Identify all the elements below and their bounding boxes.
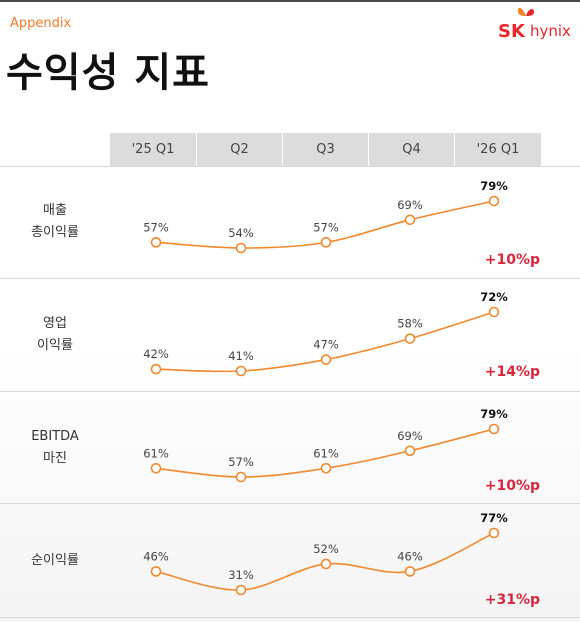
col-header-3: Q3 <box>283 133 368 166</box>
data-point <box>235 471 247 483</box>
data-point <box>488 195 500 207</box>
row-divider <box>0 391 580 392</box>
butterfly-logo-icon <box>517 7 534 16</box>
top-border <box>0 0 580 2</box>
change-label: +31%p <box>485 592 540 608</box>
row-label-line: 매출 <box>43 203 67 218</box>
data-point <box>404 566 416 577</box>
col-header-4: Q4 <box>369 133 454 166</box>
data-label: 46% <box>143 549 169 563</box>
data-point <box>235 584 247 596</box>
col-header-5: '26 Q1 <box>455 133 541 166</box>
row-divider <box>0 617 580 618</box>
data-point <box>150 566 162 577</box>
data-label: 42% <box>143 347 169 361</box>
data-label: 58% <box>397 317 423 331</box>
data-label: 54% <box>228 226 254 240</box>
page-title: 수익성 지표 <box>6 50 210 96</box>
data-point <box>150 237 162 248</box>
data-point <box>235 242 247 254</box>
sk-hynix-logo: SK hynix <box>498 4 578 44</box>
data-point <box>320 354 332 365</box>
row-label-line: EBITDA <box>31 429 79 444</box>
data-label: 52% <box>313 542 339 556</box>
data-label: 31% <box>228 568 254 582</box>
data-point <box>488 527 500 539</box>
data-point <box>404 445 416 457</box>
data-label: 41% <box>228 349 254 363</box>
row-label-line: 총이익률 <box>31 225 79 240</box>
change-label: +14%p <box>485 364 540 380</box>
row-divider <box>0 166 580 167</box>
data-point <box>150 462 162 474</box>
data-point <box>235 365 247 377</box>
data-label: 61% <box>313 446 339 460</box>
change-label: +10%p <box>485 478 540 494</box>
data-label: 79% <box>480 407 508 421</box>
data-point <box>404 333 416 344</box>
row-label-line: 순이익률 <box>31 553 79 568</box>
data-label: 72% <box>480 290 508 304</box>
data-label: 57% <box>228 455 254 469</box>
data-point <box>320 462 332 474</box>
row-divider <box>0 278 580 279</box>
data-point <box>320 558 332 570</box>
data-label: 79% <box>480 179 508 193</box>
data-label: 47% <box>313 338 339 352</box>
row-label-line: 영업 <box>43 316 67 331</box>
row-label-ebitda-margin: EBITDA 마진 <box>0 426 110 470</box>
data-label: 57% <box>143 220 169 234</box>
data-point <box>488 423 500 435</box>
logo-sk-text: SK <box>498 21 525 42</box>
data-label: 57% <box>313 220 339 234</box>
data-point <box>488 306 500 318</box>
logo-hynix-text: hynix <box>530 22 571 40</box>
row-label-line: 마진 <box>43 451 67 466</box>
row-divider <box>0 503 580 504</box>
data-label: 69% <box>397 429 423 443</box>
change-label: +10%p <box>485 252 540 268</box>
col-header-1: '25 Q1 <box>110 133 196 166</box>
section-label: Appendix <box>10 16 72 31</box>
data-label: 69% <box>397 198 423 212</box>
data-point <box>320 237 332 248</box>
data-label: 61% <box>143 446 169 460</box>
row-label-gross-margin: 매출 총이익률 <box>0 200 110 244</box>
row-label-operating-margin: 영업 이익률 <box>0 313 110 357</box>
col-header-2: Q2 <box>197 133 282 166</box>
data-label: 46% <box>397 549 423 563</box>
row-label-line: 이익률 <box>37 338 73 353</box>
data-point <box>404 214 416 226</box>
data-point <box>150 363 162 375</box>
row-label-net-margin: 순이익률 <box>0 550 110 572</box>
data-label: 77% <box>480 511 508 525</box>
